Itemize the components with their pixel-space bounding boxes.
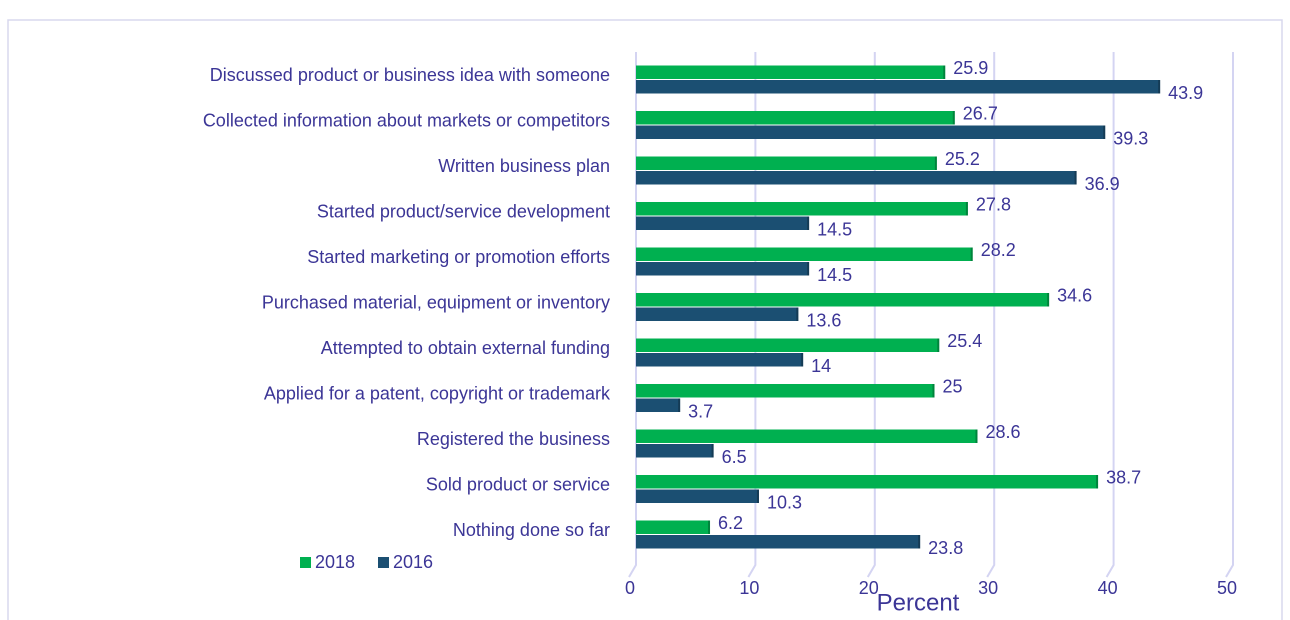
value-label: 23.8 bbox=[928, 538, 963, 558]
value-label: 13.6 bbox=[806, 310, 841, 330]
bar bbox=[636, 398, 681, 412]
x-tick-label: 30 bbox=[978, 578, 998, 598]
x-tick-label: 40 bbox=[1098, 578, 1118, 598]
bar bbox=[636, 247, 973, 261]
bar-edge bbox=[932, 384, 935, 398]
bar-edge bbox=[756, 489, 759, 503]
bar-edge bbox=[918, 535, 921, 549]
value-label: 34.6 bbox=[1057, 285, 1092, 305]
bar-edge bbox=[807, 216, 810, 230]
x-tick-label: 0 bbox=[625, 578, 635, 598]
legend-label: 2018 bbox=[315, 552, 355, 572]
bar bbox=[636, 475, 1099, 489]
chart-frame bbox=[7, 19, 1283, 620]
bar-edge bbox=[711, 444, 714, 458]
legend-swatch bbox=[300, 557, 311, 568]
value-label: 28.6 bbox=[985, 422, 1020, 442]
bar bbox=[636, 535, 921, 549]
grid-line bbox=[1105, 52, 1115, 578]
bar-edge bbox=[1047, 293, 1050, 307]
y-tick-label: Collected information about markets or c… bbox=[203, 110, 610, 130]
bar bbox=[636, 353, 804, 367]
bar bbox=[636, 262, 810, 276]
value-label: 6.2 bbox=[718, 513, 743, 533]
bar bbox=[636, 489, 759, 503]
legend-label: 2016 bbox=[393, 552, 433, 572]
bar-edge bbox=[965, 202, 968, 216]
value-label: 27.8 bbox=[976, 194, 1011, 214]
bar bbox=[636, 216, 810, 230]
value-label: 3.7 bbox=[688, 401, 713, 421]
value-label: 14.5 bbox=[817, 265, 852, 285]
bar bbox=[636, 202, 968, 216]
y-tick-label: Started marketing or promotion efforts bbox=[307, 247, 610, 267]
value-label: 43.9 bbox=[1168, 83, 1203, 103]
bar-edge bbox=[801, 353, 804, 367]
y-tick-label: Purchased material, equipment or invento… bbox=[262, 292, 610, 312]
bar-edge bbox=[937, 338, 940, 352]
grid-line bbox=[628, 52, 637, 578]
bar-edge bbox=[970, 247, 973, 261]
grid-line bbox=[986, 52, 996, 578]
bar-edge bbox=[1096, 475, 1099, 489]
y-tick-label: Sold product or service bbox=[426, 474, 610, 494]
legend-swatch bbox=[378, 557, 389, 568]
value-label: 25.2 bbox=[945, 149, 980, 169]
x-tick-label: 50 bbox=[1217, 578, 1237, 598]
bar bbox=[636, 384, 935, 398]
bar bbox=[636, 338, 940, 352]
value-label: 10.3 bbox=[767, 492, 802, 512]
bar-edge bbox=[678, 398, 681, 412]
y-tick-label: Registered the business bbox=[417, 429, 610, 449]
bar bbox=[636, 520, 711, 534]
value-label: 36.9 bbox=[1085, 174, 1120, 194]
y-tick-label: Discussed product or business idea with … bbox=[210, 65, 610, 85]
bar-edge bbox=[1074, 171, 1077, 185]
bar bbox=[636, 156, 937, 170]
y-tick-label: Written business plan bbox=[438, 156, 610, 176]
bar-edge bbox=[975, 429, 978, 443]
x-tick-label: 10 bbox=[739, 578, 759, 598]
y-tick-label: Started product/service development bbox=[317, 201, 610, 221]
bar-edge bbox=[807, 262, 810, 276]
bar bbox=[636, 80, 1161, 94]
bar bbox=[636, 293, 1050, 307]
bar-edge bbox=[952, 111, 955, 125]
y-tick-label: Applied for a patent, copyright or trade… bbox=[264, 383, 611, 403]
bar bbox=[636, 171, 1077, 185]
x-tick-label: 20 bbox=[859, 578, 879, 598]
value-label: 14 bbox=[811, 356, 831, 376]
x-axis-label: Percent bbox=[877, 589, 960, 616]
bar-edge bbox=[943, 65, 946, 79]
value-label: 25 bbox=[943, 376, 963, 396]
y-tick-label: Nothing done so far bbox=[453, 520, 610, 540]
value-label: 26.7 bbox=[963, 103, 998, 123]
value-label: 14.5 bbox=[817, 219, 852, 239]
y-tick-label: Attempted to obtain external funding bbox=[321, 338, 610, 358]
bar bbox=[636, 444, 714, 458]
bar bbox=[636, 125, 1106, 139]
value-label: 38.7 bbox=[1106, 467, 1141, 487]
bar-edge bbox=[934, 156, 937, 170]
value-label: 6.5 bbox=[722, 447, 747, 467]
bar bbox=[636, 429, 978, 443]
value-label: 25.9 bbox=[953, 58, 988, 78]
bar-edge bbox=[1158, 80, 1161, 94]
bar-edge bbox=[796, 307, 799, 321]
bar bbox=[636, 65, 946, 79]
value-label: 28.2 bbox=[981, 240, 1016, 260]
value-label: 25.4 bbox=[947, 331, 982, 351]
grid-line bbox=[866, 52, 876, 578]
value-label: 39.3 bbox=[1113, 128, 1148, 148]
bar-edge bbox=[1103, 125, 1106, 139]
bar bbox=[636, 111, 955, 125]
bar-edge bbox=[708, 520, 711, 534]
grid-line bbox=[1225, 52, 1234, 578]
bar bbox=[636, 307, 799, 321]
